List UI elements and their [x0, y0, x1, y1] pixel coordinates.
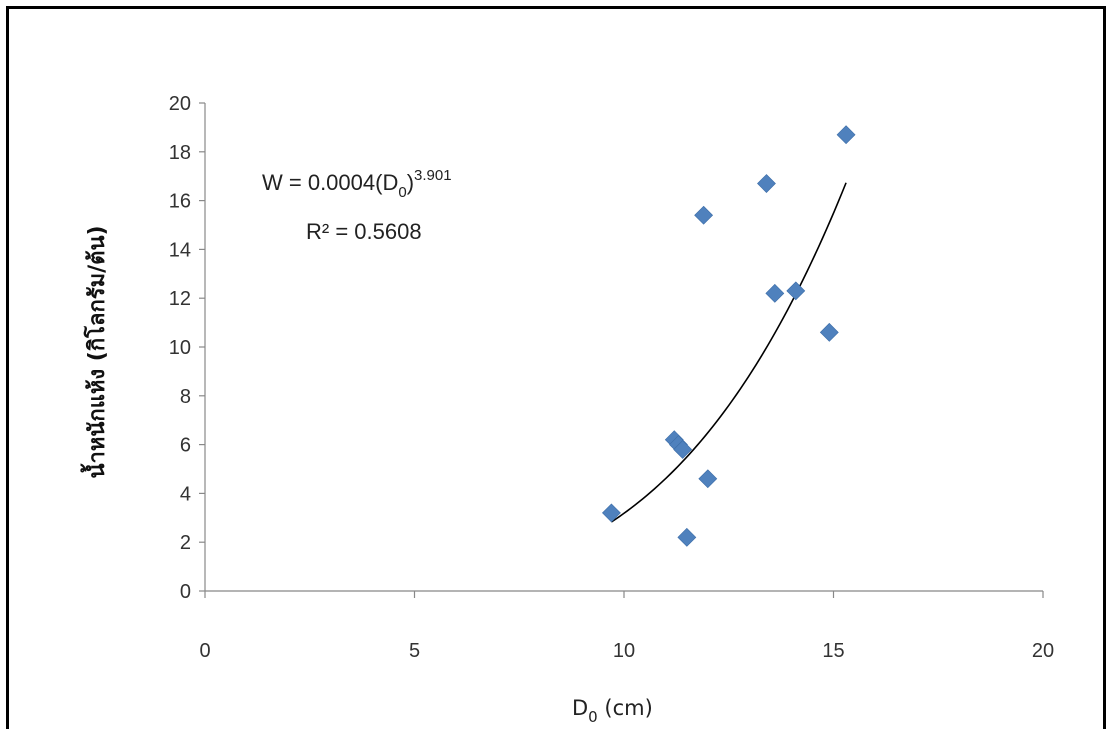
x-tick-label: 0 [199, 640, 210, 662]
chart-frame [6, 6, 1106, 729]
r-squared-label: R² = 0.5608 [306, 219, 422, 244]
data-points [602, 125, 856, 547]
y-tick-label: 18 [169, 142, 191, 164]
y-tick-label: 0 [180, 581, 191, 603]
data-point [836, 125, 856, 145]
y-tick-label: 6 [180, 435, 191, 457]
data-point [698, 469, 718, 489]
data-point [694, 205, 714, 225]
x-axis-title: D0 (cm) [572, 696, 653, 726]
x-tick-label: 20 [1032, 640, 1054, 662]
axes [199, 102, 1044, 598]
y-axis-title: น้ำหนักแห้ง (กิโลกรัม/ต้น) [80, 225, 110, 478]
y-tick-label: 12 [169, 288, 191, 310]
data-point [786, 281, 806, 301]
data-point [677, 527, 697, 547]
x-tick-label: 10 [613, 640, 635, 662]
data-point [819, 322, 839, 342]
y-tick-label: 2 [180, 532, 191, 554]
y-tick-label: 10 [169, 337, 191, 359]
y-tick-label: 14 [169, 239, 191, 261]
power-trendline [610, 182, 847, 523]
y-tick-label: 20 [169, 93, 191, 115]
x-tick-label: 5 [409, 640, 420, 662]
equation-label: W = 0.0004(D0)3.901 [262, 167, 452, 201]
data-point [757, 174, 776, 193]
y-tick-label: 8 [180, 386, 191, 408]
data-point [765, 283, 785, 303]
y-tick-label: 16 [169, 191, 191, 213]
y-tick-label: 4 [180, 483, 191, 505]
x-tick-label: 15 [822, 640, 844, 662]
data-point [602, 503, 621, 523]
tick-labels: 0 2 4 6 8 10 12 14 16 18 20 0 5 10 15 20 [169, 93, 1054, 662]
data-point [673, 440, 693, 459]
